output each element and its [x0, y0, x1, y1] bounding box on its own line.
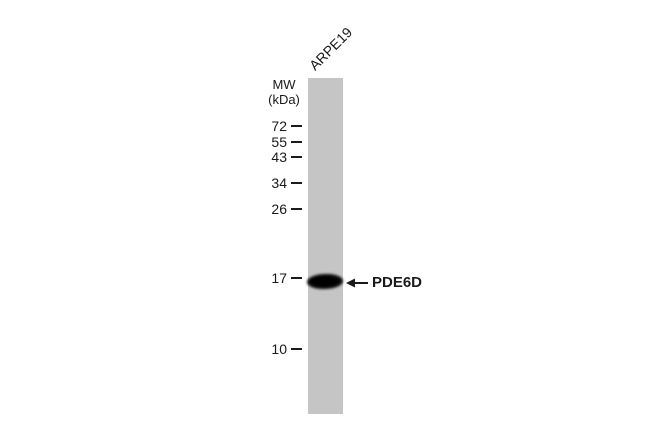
mw-marker-row: 43 — [245, 149, 302, 165]
mw-axis-units: (kDa) — [268, 92, 300, 107]
mw-marker-row: 72 — [245, 118, 302, 134]
mw-tick — [291, 207, 302, 211]
mw-tick — [291, 276, 302, 280]
mw-marker-row: 26 — [245, 201, 302, 217]
mw-marker-value: 17 — [271, 270, 287, 286]
sample-label: ARPE19 — [305, 24, 356, 74]
protein-band-core — [311, 277, 338, 286]
mw-tick — [291, 181, 302, 185]
left-arrow-icon — [346, 278, 368, 288]
gel-lane — [308, 78, 343, 414]
mw-tick — [291, 124, 302, 128]
mw-marker-row: 17 — [245, 270, 302, 286]
mw-marker-value: 10 — [271, 341, 287, 357]
mw-marker-value: 34 — [271, 175, 287, 191]
mw-axis-header: MW (kDa) — [258, 77, 310, 107]
mw-marker-value: 26 — [271, 201, 287, 217]
mw-tick — [291, 155, 302, 159]
mw-marker-value: 72 — [271, 118, 287, 134]
mw-tick — [291, 347, 302, 351]
mw-marker-value: 43 — [271, 149, 287, 165]
mw-marker-row: 34 — [245, 175, 302, 191]
mw-marker-row: 55 — [245, 134, 302, 150]
band-annotation-label: PDE6D — [372, 274, 423, 291]
mw-axis-title: MW — [272, 77, 296, 92]
mw-tick — [291, 140, 302, 144]
mw-marker-value: 55 — [271, 134, 287, 150]
mw-marker-row: 10 — [245, 341, 302, 357]
